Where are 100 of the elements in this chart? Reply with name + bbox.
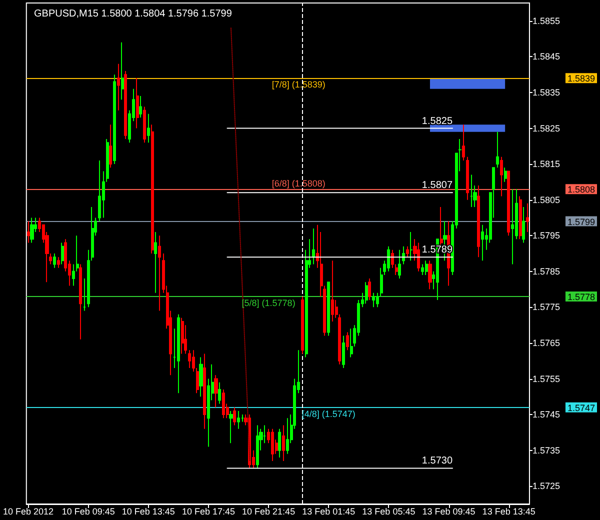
candlestick: [147, 113, 150, 144]
candlestick: [229, 410, 233, 444]
candlestick: [218, 382, 221, 404]
y-tick-label: 1.5765: [532, 338, 560, 348]
y-tick-label: 1.5815: [532, 159, 560, 170]
candlestick: [365, 282, 368, 304]
candlestick: [98, 160, 101, 222]
candlestick: [312, 228, 315, 265]
candlestick: [188, 350, 191, 369]
candlestick: [143, 106, 146, 144]
y-tick-label: 1.5805: [532, 194, 560, 205]
y2-tick-label: 1.5747: [567, 402, 596, 413]
x-tick-label: 13 Feb 01:45: [302, 506, 356, 516]
candlestick: [507, 170, 510, 236]
x-tick-label: 10 Feb 21:45: [242, 506, 296, 516]
candlestick: [402, 246, 405, 265]
y-tick-label: 1.5725: [532, 481, 560, 492]
candlestick: [301, 296, 304, 354]
candlestick: [387, 246, 390, 272]
candlestick: [470, 174, 473, 208]
candlestick: [109, 124, 112, 168]
x-tick-label: 13 Feb 13:45: [482, 506, 536, 516]
candlestick: [282, 424, 285, 462]
y-tick-label: 1.5755: [532, 374, 560, 384]
y-tick-label: 1.5855: [532, 16, 560, 26]
candlestick: [286, 418, 289, 454]
candlestick: [124, 70, 127, 140]
y-tick-label: 1.5785: [532, 266, 560, 276]
candlestick: [368, 278, 371, 301]
candlestick: [410, 232, 413, 262]
candlestick: [117, 63, 120, 111]
y-tick-label: 1.5735: [532, 445, 560, 456]
candlestick: [466, 156, 469, 200]
candlestick: [425, 260, 428, 276]
y-tick-label: 1.5845: [532, 52, 560, 62]
candlestick: [440, 206, 443, 247]
candlestick: [526, 202, 529, 233]
candlestick: [496, 131, 499, 168]
candlestick: [504, 167, 507, 182]
candlestick: [519, 196, 522, 240]
candlestick: [421, 264, 424, 276]
candlestick: [522, 206, 525, 244]
y2-tick-label: 1.5799: [567, 216, 596, 227]
candlestick: [53, 253, 56, 268]
candlestick: [327, 282, 330, 336]
candlestick: [346, 332, 349, 351]
ref-line-label: [7/8] (1.5839): [272, 80, 326, 90]
candlestick: [181, 317, 184, 354]
candlestick: [158, 235, 161, 312]
candlestick: [222, 388, 225, 419]
candlestick: [57, 256, 60, 268]
y-tick-label: 1.5795: [532, 230, 560, 241]
x-tick-label: 13 Feb 09:45: [422, 506, 476, 516]
candlestick: [136, 78, 139, 129]
candlestick: [271, 428, 274, 462]
candlestick: [500, 156, 503, 197]
candlestick: [237, 410, 240, 430]
candlestick: [417, 242, 420, 272]
ref-line-label: [5/8] (1.5778): [242, 298, 296, 308]
candlestick: [154, 232, 157, 294]
candlestick: [83, 278, 86, 312]
y2-tick-label: 1.5839: [567, 74, 596, 84]
candlestick: [151, 124, 154, 254]
candlestick: [342, 335, 345, 369]
x-tick-label: 10 Feb 2012: [2, 506, 54, 516]
candlestick: [398, 249, 401, 280]
candlestick: [372, 292, 375, 308]
candlestick: [511, 188, 514, 265]
y-tick-label: 1.5775: [532, 302, 560, 312]
candlestick: [278, 428, 281, 458]
candlestick: [350, 328, 353, 358]
data-label: 1.5807: [422, 180, 453, 192]
candlestick: [61, 242, 64, 265]
candlestick: [406, 246, 409, 258]
x-tick-label: 10 Feb 13:45: [122, 506, 175, 516]
candlestick: [113, 74, 116, 165]
candlestick: [203, 353, 206, 430]
candlestick: [214, 374, 218, 408]
candlestick: [481, 224, 484, 262]
candlestick: [27, 220, 30, 244]
ref-line-label: [6/8] (1.5808): [272, 178, 326, 189]
candlestick: [121, 42, 124, 100]
candlestick: [79, 264, 82, 340]
data-label: 1.5825: [422, 116, 453, 127]
text: GBPUSD,M15 1.5800 1.5804 1.5796 1.5799: [34, 8, 232, 20]
y-tick-label: 1.5745: [532, 410, 560, 420]
candlestick: [30, 217, 34, 244]
y-tick-label: 1.5825: [532, 123, 560, 134]
candlestick: [256, 424, 259, 469]
y2-tick-label: 1.5808: [567, 184, 596, 195]
x-tick-label: 13 Feb 05:45: [362, 506, 416, 516]
y-tick-label: 1.5835: [532, 87, 560, 98]
candlestick: [462, 124, 465, 161]
candlestick: [428, 260, 432, 290]
candlestick: [331, 260, 334, 322]
candlestick: [477, 185, 480, 258]
data-label: 1.5730: [422, 456, 453, 467]
ref-line-label: [4/8] (1.5747): [302, 408, 356, 419]
candlestick: [233, 406, 236, 426]
x-tick-label: 10 Feb 09:45: [62, 506, 115, 516]
